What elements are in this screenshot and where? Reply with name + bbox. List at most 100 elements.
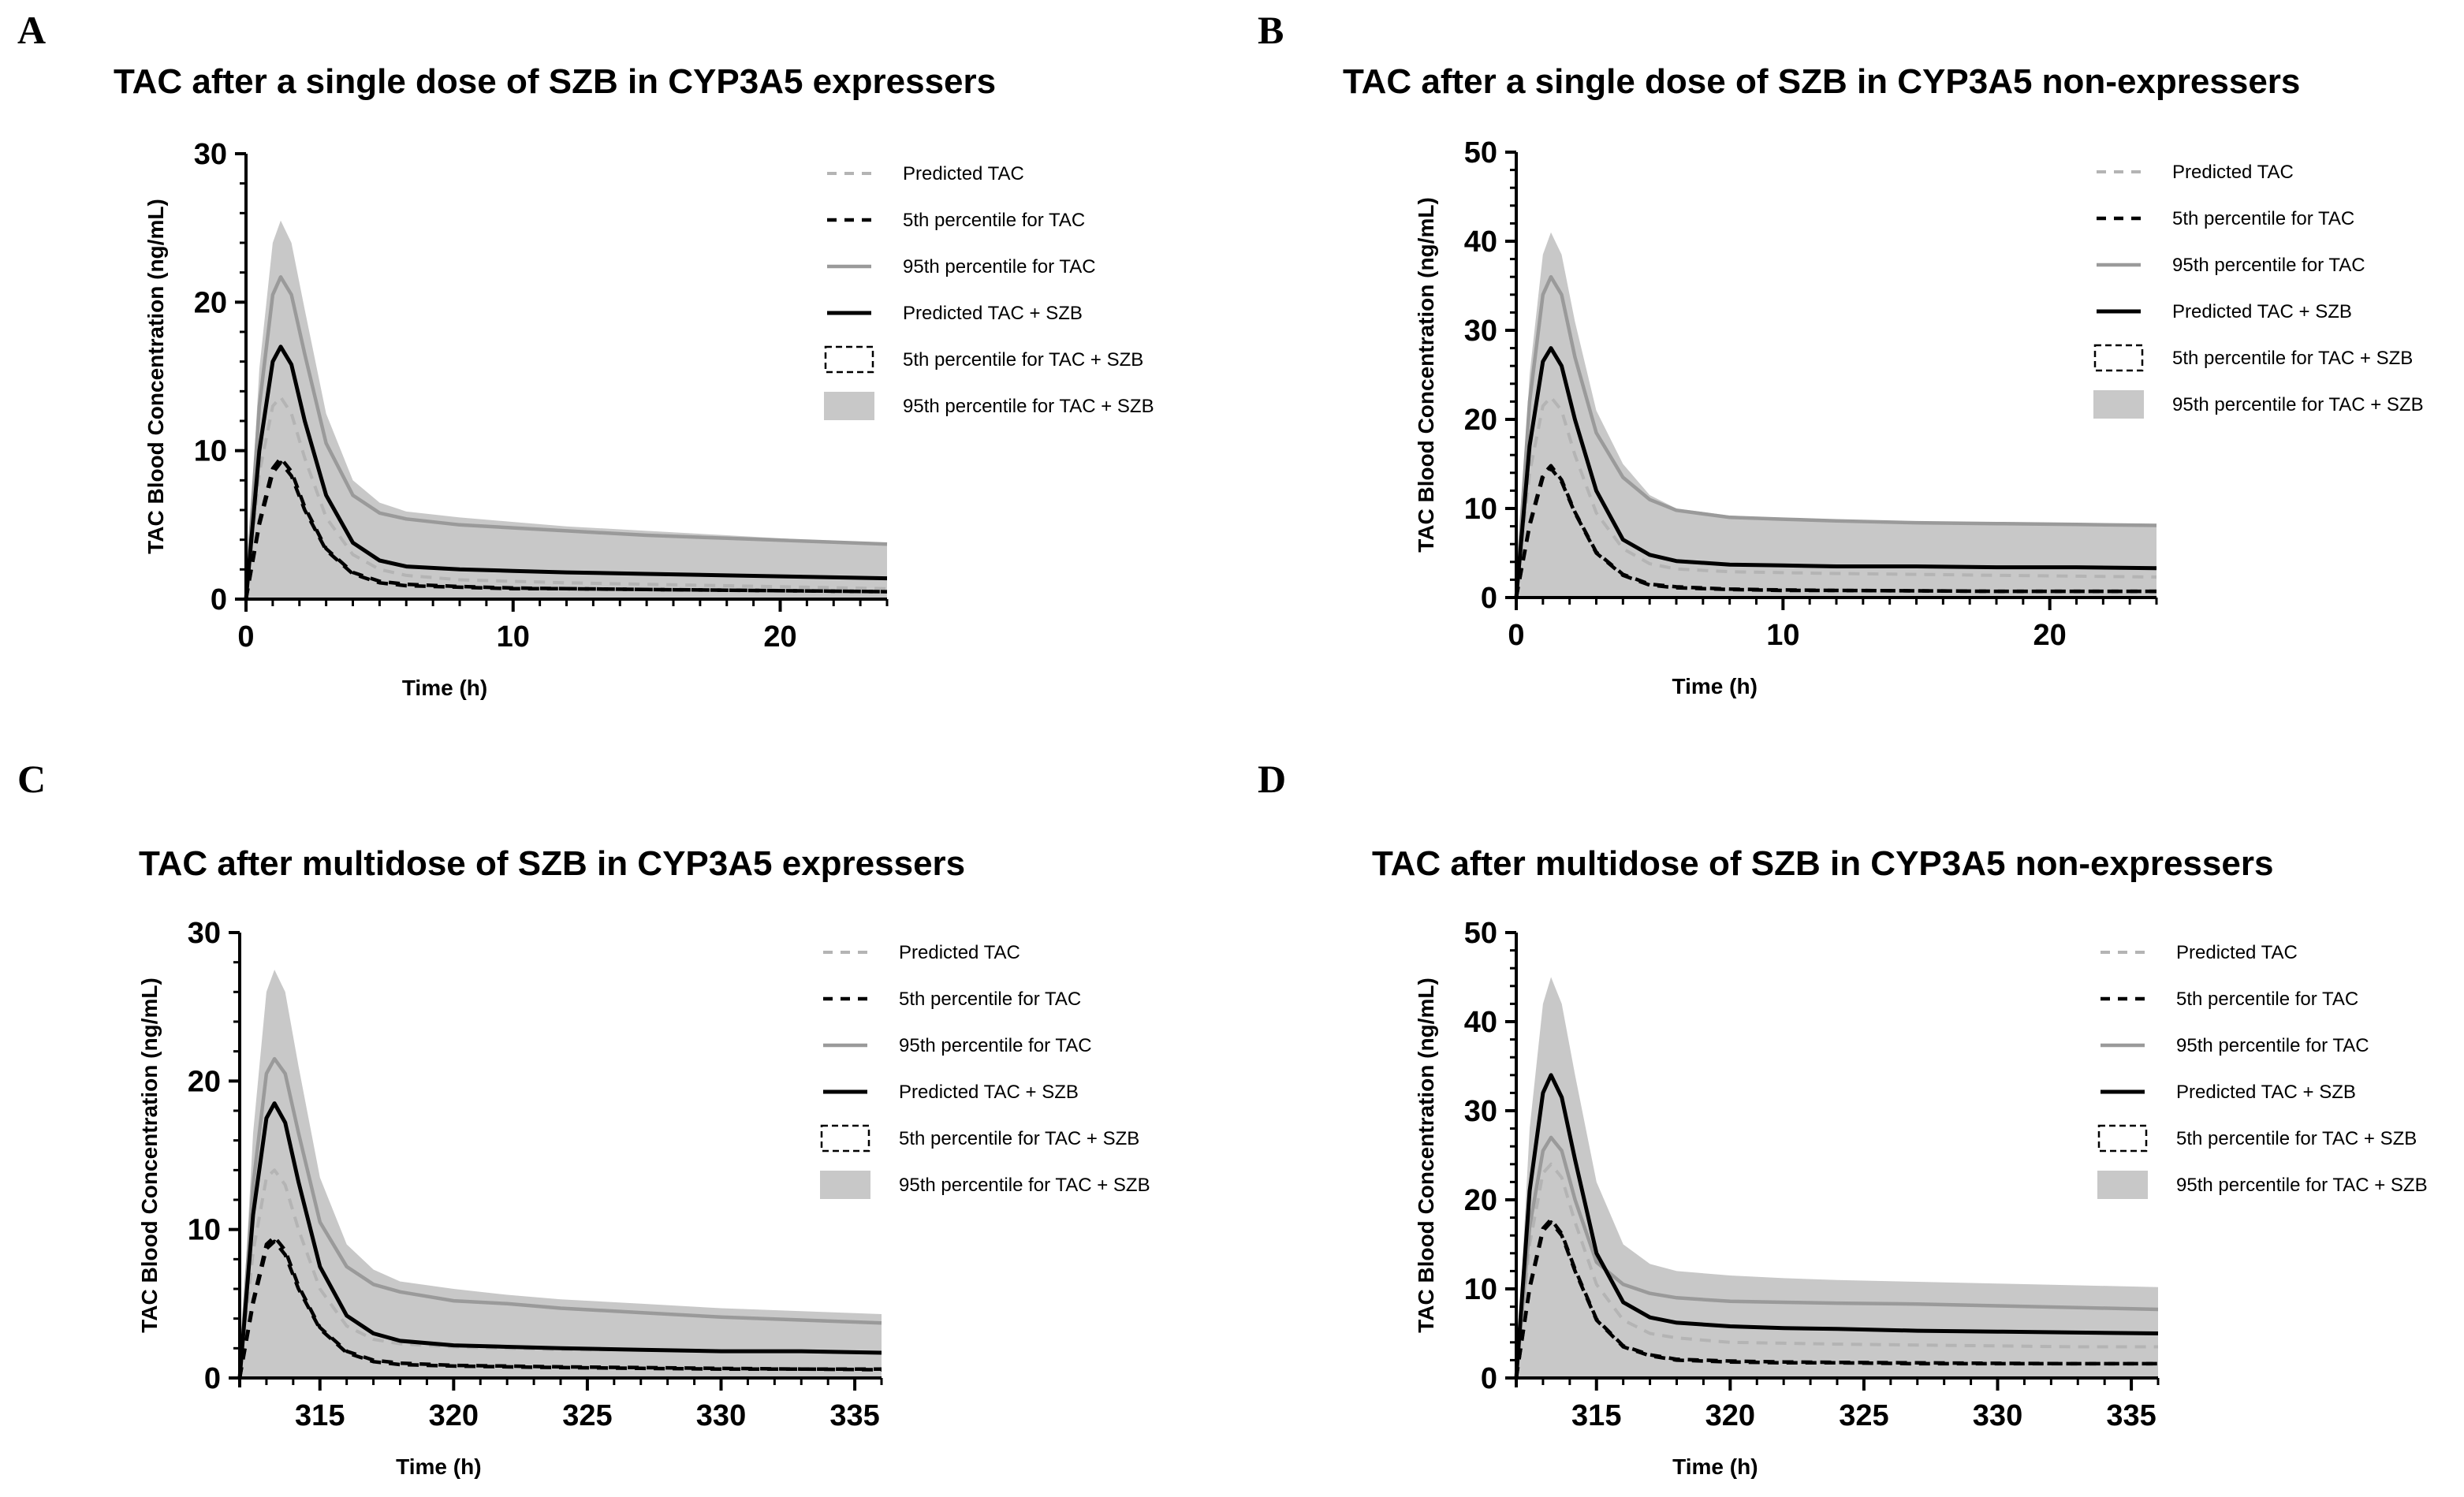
panel-c-x-tick-label: 335 xyxy=(829,1399,879,1432)
panel-a-series-5th-percentile-for-tac xyxy=(244,460,888,600)
panel-b-series-95th-percentile-for-tac xyxy=(1514,274,2157,598)
panel-d-y-axis-label: TAC Blood Concentration (ng/mL) xyxy=(1414,978,1438,1333)
panel-c-x-tick-label: 320 xyxy=(429,1399,479,1432)
panel-c-x-tick-label: 325 xyxy=(562,1399,612,1432)
panel-b-series-predicted-tac-szb xyxy=(1514,346,2157,598)
panel-c-legend-label: 95th percentile for TAC + SZB xyxy=(899,1175,1150,1196)
panel-a-legend-swatch xyxy=(824,392,874,420)
panel-b-legend-label: 5th percentile for TAC xyxy=(2172,208,2354,229)
panel-c-y-tick-label: 20 xyxy=(188,1065,221,1098)
panel-b-title: TAC after a single dose of SZB in CYP3A5… xyxy=(1343,62,2300,101)
panel-d-x-tick-label: 315 xyxy=(1571,1399,1621,1432)
panel-c-legend-label: Predicted TAC + SZB xyxy=(899,1082,1079,1103)
panel-a-x-tick-label: 10 xyxy=(497,620,530,654)
panel-c-y-tick-label: 0 xyxy=(204,1362,221,1395)
panel-c-letter: C xyxy=(17,757,46,801)
panel-a-x-tick-label: 20 xyxy=(763,620,796,654)
panel-b-y-tick-label: 30 xyxy=(1464,315,1497,348)
panel-a-series-95th-percentile-for-tac xyxy=(244,275,888,600)
panel-a-legend-label: 95th percentile for TAC + SZB xyxy=(903,396,1154,417)
panel-b-plot-area xyxy=(1514,232,2157,598)
panel-d-letter: D xyxy=(1258,757,1286,801)
panel-b-y-tick-label: 40 xyxy=(1464,225,1497,259)
panel-d-y-tick-label: 10 xyxy=(1464,1273,1497,1306)
panel-c-legend-label: Predicted TAC xyxy=(899,942,1020,963)
panel-d-plot-area xyxy=(1514,977,2159,1379)
panel-b-legend-swatch xyxy=(2093,390,2144,419)
panel-a-legend-label: Predicted TAC + SZB xyxy=(903,303,1083,324)
panel-d-legend-label: 5th percentile for TAC xyxy=(2176,989,2358,1010)
panel-a-title: TAC after a single dose of SZB in CYP3A5… xyxy=(114,62,996,101)
panel-b-series-95th-percentile-for-tac-szb xyxy=(1516,232,2156,598)
panel-c-series-95th-percentile-for-tac xyxy=(237,1056,882,1379)
panel-d-y-tick-label: 40 xyxy=(1464,1006,1497,1039)
panel-d-y-tick-label: 0 xyxy=(1481,1362,1497,1395)
panel-d-series-95th-percentile-for-tac-szb xyxy=(1516,977,2158,1378)
panel-d-title: TAC after multidose of SZB in CYP3A5 non… xyxy=(1372,844,2273,883)
panel-b-y-tick-label: 20 xyxy=(1464,404,1497,437)
panel-a-legend-label: 5th percentile for TAC + SZB xyxy=(903,349,1143,371)
panel-b-y-tick-label: 0 xyxy=(1481,582,1497,615)
panel-d-series-95th-percentile-for-tac xyxy=(1514,1135,2159,1379)
panel-c-series-95th-percentile-for-tac-szb xyxy=(240,970,882,1378)
panel-b-legend: Predicted TAC 5th percentile for TAC 95th … xyxy=(2093,162,2424,419)
panel-c-legend-label: 95th percentile for TAC xyxy=(899,1035,1092,1056)
panel-c-x-axis-label: Time (h) xyxy=(396,1454,481,1479)
panel-b-legend-label: Predicted TAC + SZB xyxy=(2172,301,2352,322)
panel-b-x-axis-label: Time (h) xyxy=(1672,674,1758,698)
panel-b-legend-label: 5th percentile for TAC + SZB xyxy=(2172,348,2413,369)
panel-c-series-predicted-tac-szb xyxy=(237,1101,882,1379)
panel-a-plot-area xyxy=(244,220,888,600)
panel-d-legend: Predicted TAC 5th percentile for TAC 95th … xyxy=(2097,942,2428,1199)
panel-c-y-tick-label: 10 xyxy=(188,1214,221,1247)
panel-d: D TAC after multidose of SZB in CYP3A5 no… xyxy=(1258,757,2428,1479)
panel-a-legend-label: Predicted TAC xyxy=(903,163,1024,184)
panel-c-x-tick-label: 315 xyxy=(295,1399,345,1432)
panel-d-legend-swatch xyxy=(2097,1171,2148,1199)
panel-d-legend-label: Predicted TAC + SZB xyxy=(2176,1082,2356,1103)
panel-a-y-tick-label: 20 xyxy=(194,286,227,319)
panel-a-letter: A xyxy=(17,8,46,52)
panel-c-plot-area xyxy=(237,970,882,1379)
panel-c-y-axis-label: TAC Blood Concentration (ng/mL) xyxy=(137,978,162,1333)
panel-b-legend-label: Predicted TAC xyxy=(2172,162,2294,183)
panel-b-y-tick-label: 10 xyxy=(1464,493,1497,526)
panel-d-legend-label: 5th percentile for TAC + SZB xyxy=(2176,1128,2417,1149)
panel-a: A TAC after a single dose of SZB in CYP3A… xyxy=(17,8,1154,700)
panel-c-legend-label: 5th percentile for TAC + SZB xyxy=(899,1128,1139,1149)
panel-d-legend-label: 95th percentile for TAC xyxy=(2176,1035,2369,1056)
panel-c-title: TAC after multidose of SZB in CYP3A5 exp… xyxy=(139,844,965,883)
panel-b-legend-label: 95th percentile for TAC + SZB xyxy=(2172,394,2424,415)
panel-d-x-axis-label: Time (h) xyxy=(1672,1454,1758,1479)
panel-d-series-predicted-tac xyxy=(1515,1162,2158,1379)
panel-b-x-tick-label: 20 xyxy=(2033,619,2067,652)
panel-c-y-tick-label: 30 xyxy=(188,917,221,950)
panel-d-legend-swatch xyxy=(2097,1124,2148,1153)
panel-d-x-tick-label: 320 xyxy=(1705,1399,1755,1432)
panel-d-series-5th-percentile-for-tac xyxy=(1514,1220,2158,1379)
panel-b-legend-label: 95th percentile for TAC xyxy=(2172,255,2365,276)
panel-b-x-tick-label: 10 xyxy=(1766,619,1799,652)
panel-a-y-axis-label: TAC Blood Concentration (ng/mL) xyxy=(144,199,168,554)
panel-b-x-tick-label: 0 xyxy=(1508,619,1524,652)
panel-d-y-tick-label: 20 xyxy=(1464,1184,1497,1217)
panel-d-legend-label: 95th percentile for TAC + SZB xyxy=(2176,1175,2428,1196)
panel-d-x-tick-label: 325 xyxy=(1839,1399,1888,1432)
panel-b-series-predicted-tac xyxy=(1515,395,2157,598)
panel-b: B TAC after a single dose of SZB in CYP3A… xyxy=(1258,8,2424,698)
panel-a-series-predicted-tac xyxy=(244,395,888,600)
panel-c-series-predicted-tac xyxy=(238,1168,882,1379)
panel-a-x-tick-label: 0 xyxy=(237,620,254,654)
panel-a-x-axis-label: Time (h) xyxy=(402,676,487,700)
panel-d-legend-label: Predicted TAC xyxy=(2176,942,2298,963)
panel-a-series-predicted-tac-szb xyxy=(244,344,888,600)
panel-d-x-tick-label: 335 xyxy=(2106,1399,2156,1432)
panel-a-legend-swatch xyxy=(824,345,874,374)
panel-c-legend: Predicted TAC 5th percentile for TAC 95th … xyxy=(820,942,1150,1199)
panel-c-legend-swatch xyxy=(820,1171,870,1199)
panel-c: C TAC after multidose of SZB in CYP3A5 ex… xyxy=(17,757,1150,1479)
panel-d-y-tick-label: 50 xyxy=(1464,917,1497,950)
panel-c-x-tick-label: 330 xyxy=(696,1399,746,1432)
panel-a-y-tick-label: 10 xyxy=(194,435,227,468)
